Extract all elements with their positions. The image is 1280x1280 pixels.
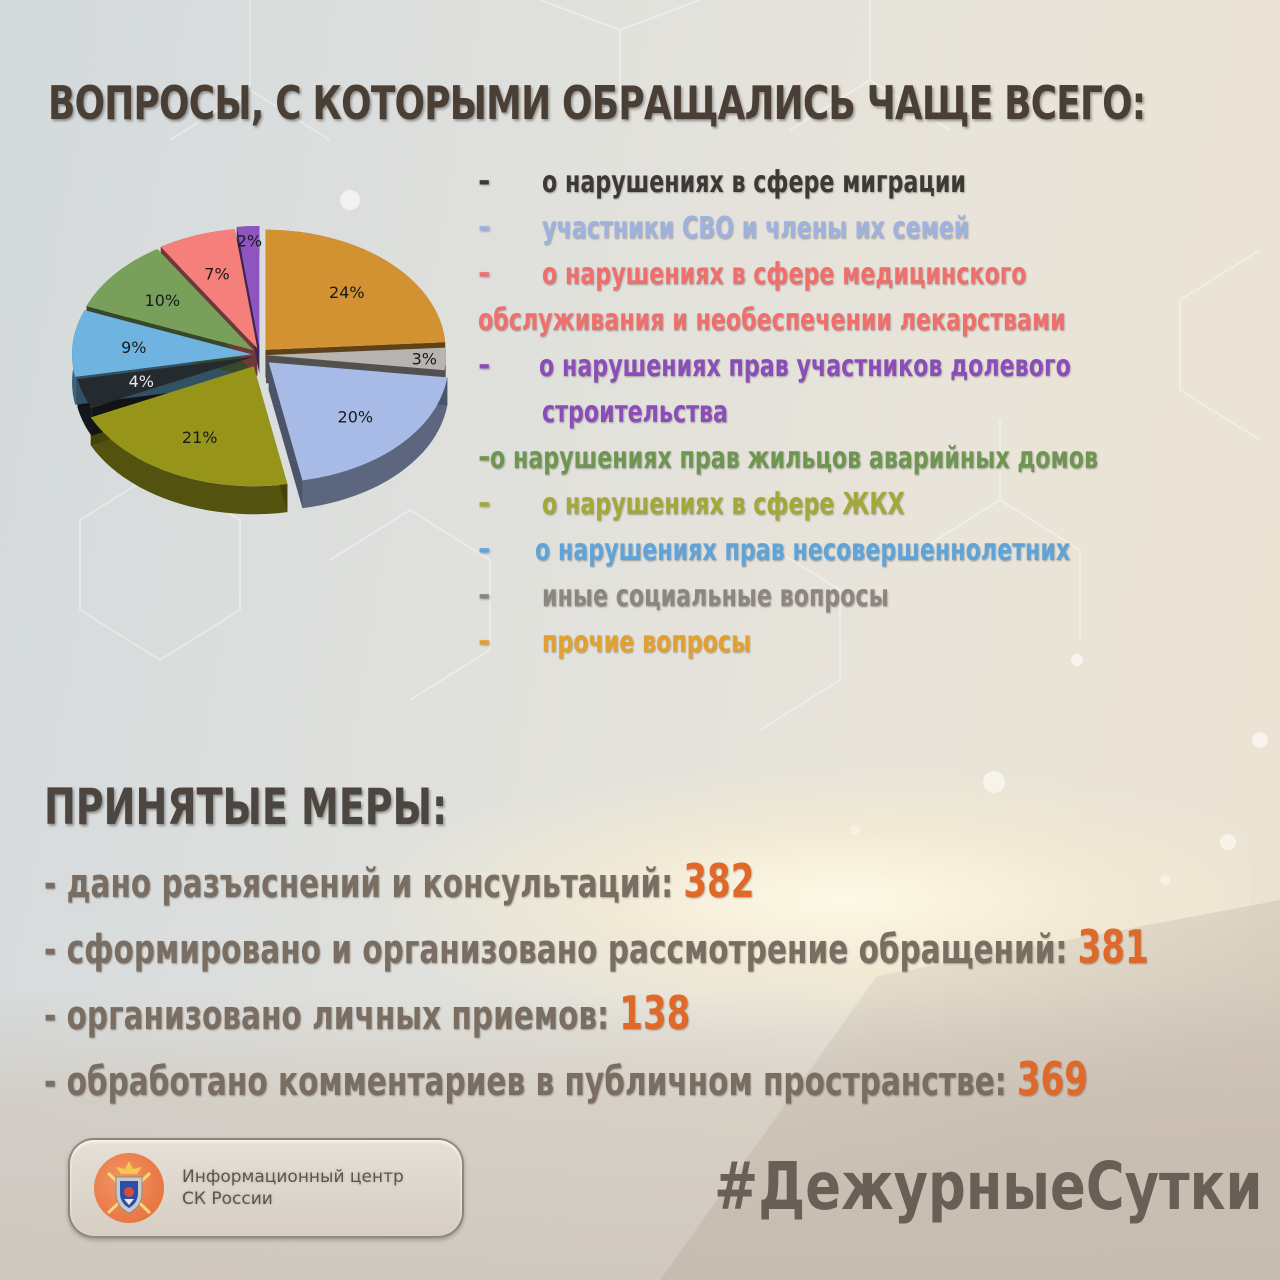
measures-list: - дано разъяснений и консультаций: 382- … bbox=[44, 848, 1280, 1112]
legend-item: - участники СВО и члены их семей bbox=[478, 206, 1258, 252]
measure-value: 382 bbox=[683, 854, 755, 908]
measure-item: - обработано комментариев в публичном пр… bbox=[44, 1046, 1149, 1112]
logo-badge[interactable]: Информационный центр СК России bbox=[68, 1138, 464, 1238]
pie-chart-svg: 24% 3% 20% 21% 4% 9% 10% 7% 2% bbox=[72, 226, 448, 515]
pie-slice bbox=[236, 226, 260, 347]
legend-label: о нарушениях прав несовершеннолетних bbox=[534, 533, 1070, 568]
logo-caption: Информационный центр СК России bbox=[182, 1166, 404, 1210]
legend-dash: - bbox=[478, 440, 491, 475]
legend-item: -о нарушениях прав жильцов аварийных дом… bbox=[478, 436, 1258, 482]
hashtag[interactable]: #ДежурныеСутки bbox=[714, 1148, 1263, 1225]
pie-slice-label: 7% bbox=[204, 265, 229, 284]
legend-item: - о нарушениях прав участников долевого bbox=[478, 344, 1258, 390]
legend-dash: - bbox=[478, 624, 491, 659]
legend-dash: - bbox=[478, 532, 491, 567]
legend-item: - иные социальные вопросы bbox=[478, 574, 1258, 620]
legend-dash: - bbox=[478, 256, 491, 291]
legend-label: участники СВО и члены их семей bbox=[542, 211, 970, 246]
pie-slice-label: 9% bbox=[121, 338, 146, 357]
pie-slice-side bbox=[90, 417, 288, 515]
measures-title: ПРИНЯТЫЕ МЕРЫ: bbox=[44, 778, 448, 836]
legend-dash: - bbox=[478, 164, 491, 199]
page-title: ВОПРОСЫ, С КОТОРЫМИ ОБРАЩАЛИСЬ ЧАЩЕ ВСЕГ… bbox=[48, 76, 1146, 130]
legend-item: - прочие вопросы bbox=[478, 620, 1258, 666]
pie-slice-label: 20% bbox=[338, 408, 374, 427]
pie-slice bbox=[265, 229, 446, 350]
legend-label: о нарушениях прав участников долевого bbox=[539, 349, 1072, 384]
measure-label: - сформировано и организовано рассмотрен… bbox=[44, 927, 1078, 973]
legend-label: строительства bbox=[542, 395, 729, 430]
legend-label: иные социальные вопросы bbox=[542, 579, 889, 614]
pie-slice bbox=[265, 347, 446, 371]
pie-slice-label: 21% bbox=[182, 428, 218, 447]
pie-slice-side bbox=[302, 377, 448, 509]
pie-slice-label: 24% bbox=[329, 283, 365, 302]
legend-item: - о нарушениях в сфере медицинского bbox=[478, 252, 1258, 298]
legend-dash: - bbox=[478, 210, 491, 245]
logo-line-1: Информационный центр bbox=[182, 1167, 404, 1187]
measure-item: - сформировано и организовано рассмотрен… bbox=[44, 914, 1149, 980]
legend-label: прочие вопросы bbox=[542, 625, 752, 660]
measure-value: 381 bbox=[1077, 920, 1149, 974]
measure-label: - дано разъяснений и консультаций: bbox=[44, 861, 684, 907]
legend-label: о нарушениях в сфере медицинского bbox=[542, 257, 1027, 292]
pie-slice-label: 3% bbox=[412, 350, 437, 369]
shield-emblem-icon bbox=[106, 1161, 152, 1215]
pie-slice-label: 4% bbox=[129, 372, 154, 391]
legend-item: - о нарушениях в сфере ЖКХ bbox=[478, 482, 1258, 528]
legend-label: о нарушениях в сфере ЖКХ bbox=[542, 487, 905, 522]
chart-legend: - о нарушениях в сфере миграции - участники… bbox=[478, 160, 1258, 666]
legend-item: - о нарушениях прав несовершеннолетних bbox=[478, 528, 1258, 574]
measure-item: - организовано личных приемов: 138 bbox=[44, 980, 1149, 1046]
pie-slice bbox=[90, 366, 288, 487]
pie-slice bbox=[86, 249, 254, 351]
pie-slice bbox=[77, 356, 255, 408]
emblem-icon bbox=[94, 1153, 164, 1223]
legend-item: - о нарушениях в сфере миграции bbox=[478, 160, 1258, 206]
legend-dash: - bbox=[478, 578, 491, 613]
measure-value: 138 bbox=[619, 986, 691, 1040]
pie-slice-label: 2% bbox=[237, 232, 262, 251]
pie-slice-wall bbox=[268, 362, 303, 509]
legend-label: обслуживания и необеспечении лекарствами bbox=[478, 303, 1066, 338]
pie-chart: 24% 3% 20% 21% 4% 9% 10% 7% 2% bbox=[60, 205, 460, 535]
pie-slice-label: 10% bbox=[145, 291, 181, 310]
legend-item: строительства bbox=[478, 390, 1258, 436]
measure-item: - дано разъяснений и консультаций: 382 bbox=[44, 848, 1149, 914]
pie-slice bbox=[160, 229, 258, 349]
legend-label: о нарушениях прав жильцов аварийных домо… bbox=[490, 441, 1099, 476]
pie-slice bbox=[268, 362, 448, 481]
pie-slice bbox=[72, 310, 253, 377]
measure-value: 369 bbox=[1016, 1052, 1088, 1106]
legend-item: обслуживания и необеспечении лекарствами bbox=[478, 298, 1258, 344]
measure-label: - организовано личных приемов: bbox=[44, 993, 620, 1039]
logo-line-2: СК России bbox=[182, 1189, 273, 1209]
measure-label: - обработано комментариев в публичном пр… bbox=[44, 1059, 1017, 1105]
legend-label: о нарушениях в сфере миграции bbox=[542, 165, 966, 200]
legend-dash: - bbox=[478, 348, 491, 383]
legend-dash: - bbox=[478, 486, 491, 521]
